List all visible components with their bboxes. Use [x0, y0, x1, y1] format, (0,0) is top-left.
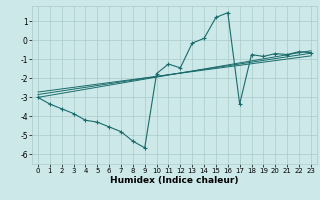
X-axis label: Humidex (Indice chaleur): Humidex (Indice chaleur) [110, 176, 239, 185]
